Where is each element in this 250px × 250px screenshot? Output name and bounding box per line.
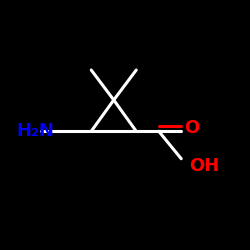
Text: H₂N: H₂N — [16, 122, 54, 140]
Text: O: O — [184, 119, 200, 137]
Text: OH: OH — [189, 157, 219, 175]
